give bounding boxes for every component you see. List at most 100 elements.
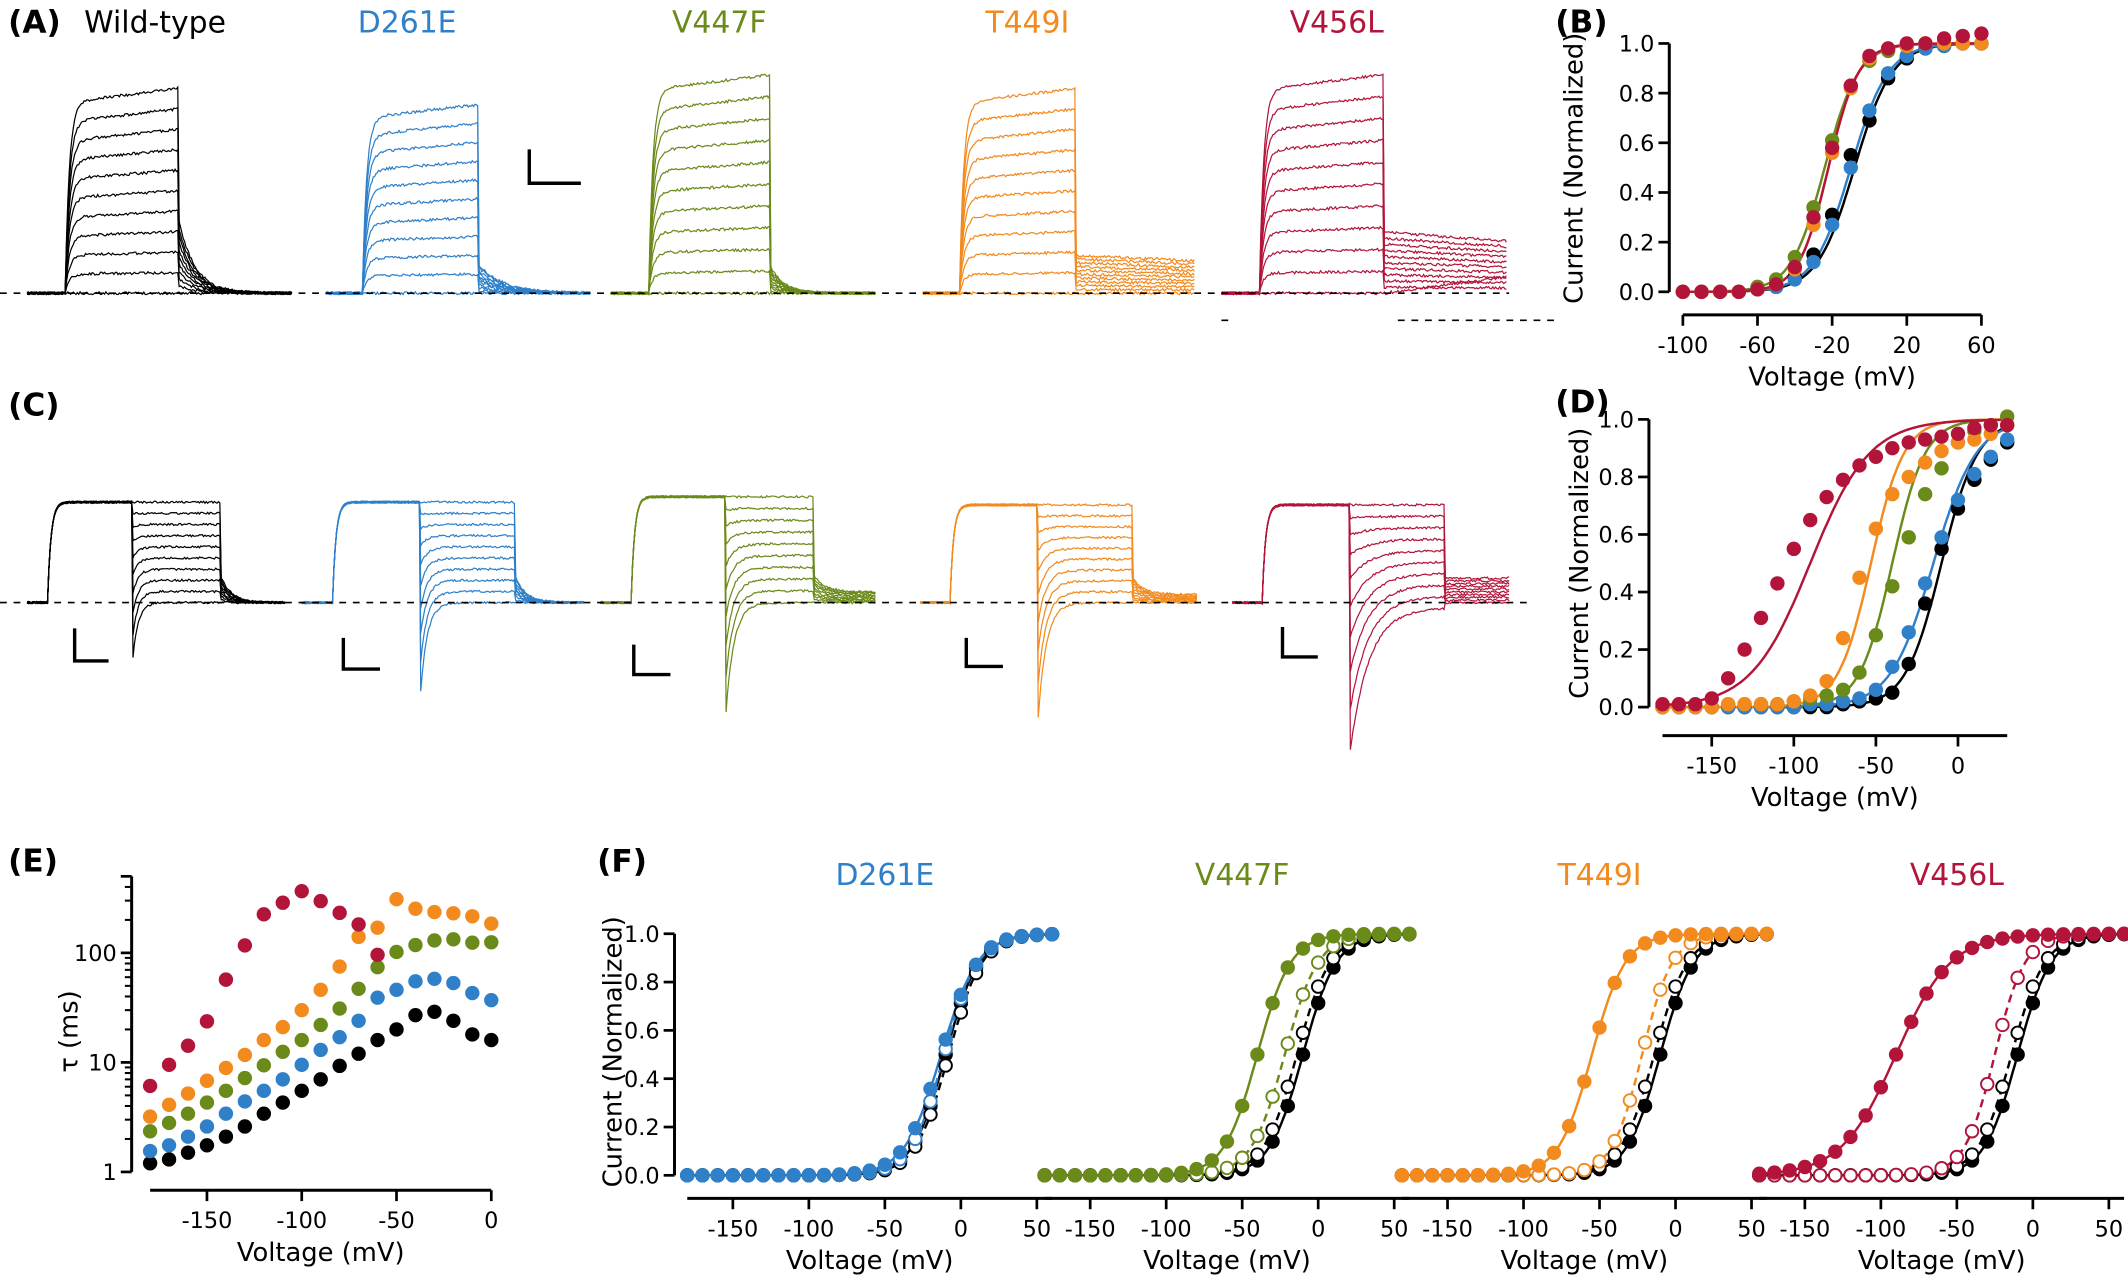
data-point-wild-type-filled bbox=[2010, 1047, 2025, 1062]
data-point-v447f bbox=[1917, 487, 1933, 502]
data-point-v447f bbox=[256, 1058, 272, 1073]
current-sweep bbox=[300, 500, 584, 609]
trace-title-v447f: V447F bbox=[672, 6, 767, 41]
data-point-v456l bbox=[1852, 458, 1867, 473]
data-point-d261e-filled bbox=[832, 1167, 847, 1182]
data-point-wild-type-filled bbox=[1653, 1047, 1668, 1062]
data-point-v456l bbox=[1786, 541, 1802, 557]
data-point-v447f-open bbox=[1295, 987, 1311, 1002]
data-point-v447f-open bbox=[1219, 1160, 1235, 1176]
data-point-d261e-open bbox=[923, 1094, 938, 1109]
data-point-v447f-filled bbox=[1113, 1168, 1128, 1183]
data-point-wild-type bbox=[408, 1007, 423, 1023]
data-point-v456l bbox=[180, 1038, 196, 1053]
data-point-v456l bbox=[199, 1014, 215, 1029]
data-point-wild-type-open bbox=[1668, 979, 1683, 994]
data-point-v456l-open bbox=[1873, 1167, 1889, 1183]
data-point-wild-type bbox=[351, 1046, 366, 1061]
y-tick-label: 0.2 bbox=[1598, 638, 1634, 664]
data-point-wild-type-filled bbox=[1668, 995, 1683, 1011]
data-point-wild-type-open bbox=[953, 1005, 969, 1020]
data-point-v456l bbox=[1885, 440, 1900, 456]
y-tick-label: 100 bbox=[74, 941, 117, 967]
subplot-title-v456l: V456L bbox=[1910, 858, 2004, 893]
data-point-wild-type bbox=[313, 1072, 328, 1087]
current-sweep bbox=[27, 500, 286, 658]
trace-title-v456l: V456L bbox=[1290, 6, 1384, 41]
data-point-v456l-filled bbox=[1888, 1047, 1904, 1062]
data-point-t449i bbox=[351, 929, 366, 945]
data-point-d261e bbox=[446, 975, 461, 991]
data-point-t449i bbox=[1885, 487, 1900, 502]
data-point-wild-type bbox=[332, 1058, 347, 1074]
data-point-v447f-filled bbox=[1052, 1168, 1067, 1183]
data-point-v447f bbox=[389, 944, 404, 960]
data-point-v447f bbox=[465, 935, 480, 950]
data-point-wild-type-open bbox=[2010, 1025, 2025, 1041]
data-point-t449i bbox=[1770, 697, 1785, 712]
fit-curve-wild-type-filled bbox=[1401, 932, 1767, 1177]
data-point-v456l-open bbox=[1812, 1168, 1828, 1183]
data-point-v447f-filled bbox=[1295, 941, 1311, 956]
y-tick-label: 0.4 bbox=[1619, 181, 1655, 207]
data-point-wild-type bbox=[389, 1022, 404, 1037]
data-point-wild-type-open bbox=[1607, 1147, 1622, 1162]
data-point-v456l-open bbox=[1980, 1076, 1995, 1092]
data-point-t449i-open bbox=[1668, 950, 1683, 966]
data-point-d261e-filled bbox=[1014, 929, 1029, 944]
data-point-v456l bbox=[1768, 277, 1784, 292]
trace-family-a-wild-type bbox=[26, 85, 293, 296]
subplot-title-v447f: V447F bbox=[1195, 858, 1290, 893]
panel-label-c: (C) bbox=[8, 387, 59, 423]
data-point-v447f-filled bbox=[1098, 1168, 1113, 1183]
data-point-v456l-open bbox=[1904, 1167, 1919, 1182]
data-point-t449i-filled bbox=[1698, 926, 1714, 942]
x-tick-label: 20 bbox=[1893, 333, 1921, 359]
data-point-v456l-open bbox=[1888, 1167, 1904, 1183]
data-point-v447f-filled bbox=[1311, 932, 1326, 948]
data-point-t449i-filled bbox=[1516, 1164, 1531, 1179]
x-axis-label: Voltage (mV) bbox=[786, 1246, 954, 1276]
trace-title-wild-type: Wild-type bbox=[84, 6, 226, 41]
data-point-v456l-open bbox=[1843, 1168, 1858, 1183]
data-point-d261e-filled bbox=[908, 1120, 923, 1136]
current-sweep bbox=[919, 502, 1198, 718]
data-point-v447f-filled bbox=[1326, 929, 1341, 944]
data-point-v447f-filled bbox=[1143, 1167, 1159, 1183]
data-point-d261e-filled bbox=[771, 1168, 786, 1183]
data-point-v456l bbox=[218, 972, 234, 987]
data-point-t449i bbox=[1917, 455, 1933, 470]
data-point-v447f-open bbox=[1235, 1150, 1250, 1165]
x-tick-label: 60 bbox=[1967, 333, 1995, 359]
data-point-v456l bbox=[1862, 48, 1877, 64]
data-point-wild-type-open bbox=[2040, 951, 2056, 966]
current-sweep bbox=[26, 500, 286, 605]
current-sweep bbox=[919, 503, 1198, 606]
trace-title-t449i: T449I bbox=[984, 6, 1069, 41]
fit-curve-wild-type bbox=[1682, 42, 1982, 294]
current-sweep bbox=[1232, 503, 1510, 605]
fit-curve-v456l bbox=[1662, 418, 2008, 707]
data-point-v456l-filled bbox=[2056, 927, 2071, 942]
panel-label-a: (A) bbox=[8, 5, 61, 41]
data-point-v447f bbox=[408, 937, 423, 953]
data-point-v456l bbox=[1918, 36, 1933, 51]
data-point-v456l-filled bbox=[1843, 1129, 1858, 1145]
data-point-wild-type-filled bbox=[1311, 995, 1326, 1011]
data-point-v447f-filled bbox=[1402, 926, 1417, 941]
current-sweep bbox=[301, 500, 584, 605]
data-point-v447f bbox=[1934, 461, 1949, 476]
data-point-v456l-filled bbox=[1873, 1080, 1889, 1095]
current-sweep bbox=[325, 122, 591, 296]
trace-family-a-v447f bbox=[610, 73, 876, 296]
data-point-wild-type bbox=[161, 1152, 177, 1167]
y-tick-label: 10 bbox=[88, 1051, 116, 1077]
data-point-d261e-filled bbox=[740, 1168, 756, 1183]
chart-e: 1 10 100 τ (ms) -150 -100 -50 0 Voltage (mV) bbox=[54, 874, 499, 1268]
data-point-wild-type-open bbox=[1295, 1025, 1311, 1041]
data-point-v456l-open bbox=[1919, 1165, 1934, 1180]
data-point-wild-type-open bbox=[1622, 1122, 1638, 1137]
data-point-v456l bbox=[1819, 489, 1834, 505]
current-sweep bbox=[599, 494, 876, 677]
current-sweep bbox=[919, 502, 1198, 651]
